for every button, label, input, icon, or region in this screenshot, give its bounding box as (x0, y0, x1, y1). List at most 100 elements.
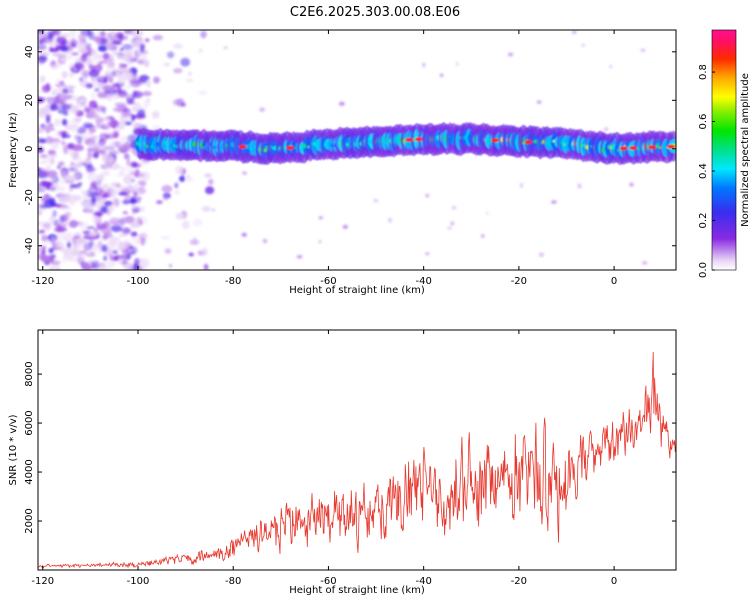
spectrogram-noise-blob (118, 62, 124, 69)
spectrogram-noise-blob (107, 204, 115, 213)
spectrogram-noise-blob (87, 150, 93, 160)
spectrogram-noise-blob (133, 102, 141, 110)
spectrogram-noise-blob (38, 44, 47, 50)
colorbar: 0.0 0.2 0.4 0.6 0.8 Normalized spectral ampl… (698, 29, 750, 278)
spectrogram-peak (619, 146, 628, 151)
spectrogram-noise-blob (185, 78, 194, 83)
spectrogram-noise-blob (76, 185, 82, 190)
spectrogram-noise-blob (107, 158, 115, 164)
colorbar-tick-label: 0.2 (698, 213, 709, 229)
spectrogram-noise-blob (50, 64, 57, 69)
spectrogram-noise-blob (54, 118, 61, 127)
spectrogram-noise-blob (73, 241, 82, 250)
spectrogram-noise-blob (92, 151, 99, 159)
spectrogram-noise-blob (44, 124, 55, 132)
spectrogram-noise-blob (45, 170, 58, 178)
spectrogram-noise-blob (117, 192, 128, 196)
spectrogram-noise-blob (102, 183, 109, 192)
spectrogram-noise-blob (89, 231, 97, 237)
spectrogram-noise-blob (114, 140, 120, 148)
spectrogram-noise-blob (80, 133, 88, 142)
spectrogram-noise-blob (60, 33, 71, 38)
spectrogram-noise-blob (186, 177, 194, 182)
spectrogram-noise-blob (114, 173, 127, 178)
spectrogram-noise-blob (66, 231, 74, 238)
spectrogram-noise-blob (89, 50, 99, 58)
spectrogram-y-tick-label: 0 (24, 146, 35, 152)
spectrogram-noise-blob (38, 220, 41, 225)
spectrogram-noise-blob (198, 48, 203, 53)
spectrogram-noise-blob (204, 173, 212, 178)
spectrogram-noise-blob (126, 84, 132, 89)
spectrogram-noise-blob (339, 101, 345, 106)
spectrogram-noise-blob (140, 54, 148, 62)
snr-y-tick-label: 6000 (24, 410, 35, 435)
spectrogram-noise-blob (163, 62, 171, 67)
spectrogram-noise-blob (122, 211, 128, 215)
spectrogram-noise-blob (61, 193, 72, 202)
spectrogram-noise-blob (180, 57, 191, 67)
spectrogram-noise-blob (241, 232, 247, 237)
spectrogram-noise-blob (45, 165, 52, 171)
spectrogram-noise-blob (52, 209, 57, 218)
spectrogram-noise-blob (103, 200, 113, 206)
spectrogram-noise-blob (188, 72, 192, 76)
spectrogram-frame (37, 29, 677, 271)
spectrogram-noise-blob (223, 46, 228, 50)
spectrogram-noise-blob (201, 247, 208, 255)
spectrogram-noise-blob (124, 121, 132, 126)
spectrogram-noise-blob (130, 205, 142, 209)
spectrogram-noise-blob (102, 85, 114, 91)
spectrogram-noise-blob (84, 163, 93, 169)
spectrogram-noise-blob (455, 62, 459, 66)
spectrogram-noise-blob (88, 251, 95, 257)
spectrogram-noise-blob (145, 79, 152, 88)
spectrogram-noise-blob (160, 236, 171, 240)
spectrogram-peak (648, 145, 657, 150)
snr-series-line (38, 351, 676, 569)
spectrogram-noise-blob (189, 239, 200, 245)
spectrogram-noise-blob (121, 112, 133, 117)
spectrogram-noise-blob (38, 170, 49, 179)
spectrogram-noise-blob (63, 237, 76, 243)
spectrogram-noise-blob (83, 106, 91, 113)
spectrogram-noise-blob (156, 200, 163, 205)
snr-y-tick-label: 2000 (24, 508, 35, 533)
spectrogram-noise-blob (75, 40, 86, 50)
spectrogram-noise-blob (116, 86, 122, 94)
spectrogram-noise-blob (143, 257, 149, 265)
spectrogram-signal-layer (135, 122, 676, 165)
spectrogram-noise-blob (117, 245, 126, 252)
spectrogram-noise-blob (61, 130, 67, 139)
spectrogram-noise-blob (175, 165, 184, 175)
spectrogram-noise-blob (54, 79, 62, 83)
spectrogram-noise-blob (84, 241, 90, 249)
spectrogram-noise-blob (51, 91, 57, 96)
spectrogram-noise-blob (177, 214, 186, 218)
spectrogram-noise-blob (119, 136, 132, 143)
spectrogram-noise-blob (38, 127, 45, 134)
chart-title: C2E6.2025.303.00.08.E06 (290, 5, 460, 20)
snr-x-tick-label: -40 (415, 576, 431, 587)
spectrogram-noise-blob (125, 108, 131, 113)
spectrogram-noise-blob (95, 203, 102, 209)
spectrogram-noise-blob (166, 51, 175, 59)
spectrogram-noise-blob (126, 157, 131, 167)
spectrogram-noise-blob (111, 40, 122, 45)
spectrogram-noise-blob (95, 63, 103, 72)
colorbar-tick-label: 0.6 (698, 114, 709, 130)
spectrogram-peak (286, 145, 295, 150)
spectrogram-noise-blob (117, 75, 127, 85)
spectrogram-noise-blob (133, 237, 143, 246)
spectrogram-noise-blob (486, 211, 489, 215)
spectrogram-noise-blob (49, 158, 55, 166)
spectrogram-noise-blob (41, 255, 53, 263)
spectrogram-noise-blob (103, 232, 113, 239)
spectrogram-noise-blob (641, 261, 648, 265)
spectrogram-noise-blob (113, 131, 119, 139)
spectrogram-noise-blob (124, 215, 135, 224)
spectrogram-noise-blob (101, 106, 107, 115)
spectrogram-noise-blob (82, 191, 92, 198)
spectrogram-noise-blob (143, 59, 150, 68)
spectrogram-panel: -120 -100 -80 -60 -40 -20 0 -40 -20 0 20 40 Height … (8, 29, 677, 296)
